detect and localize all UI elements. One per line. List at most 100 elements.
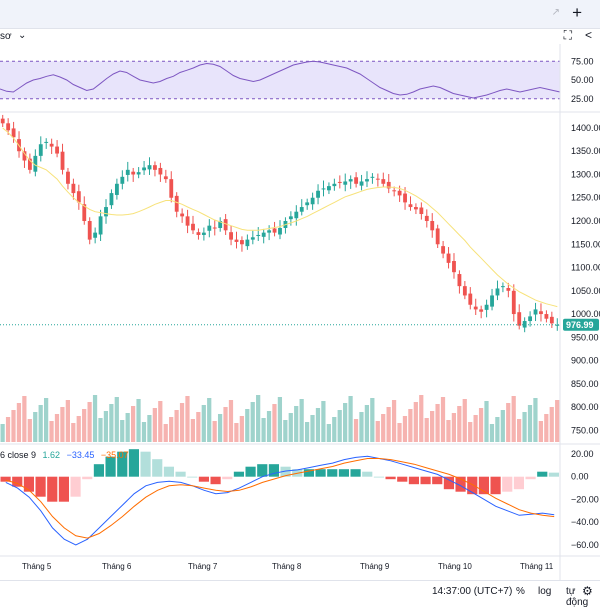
volume-bar (478, 408, 484, 442)
volume-bar (185, 396, 190, 442)
macd-hist-bar (187, 476, 198, 478)
volume-bar (22, 396, 27, 442)
macd-tick-label: −20.00 (571, 494, 599, 504)
candle-body (44, 141, 49, 143)
macd-hist-bar (23, 476, 34, 492)
price-tick-label: 900.00 (571, 356, 599, 366)
time-axis-label: Tháng 6 (102, 562, 132, 571)
chart-canvas[interactable]: 75.00 50.00 25.00 1400.00 1350.00 1300.00 125… (0, 44, 600, 580)
candle-body (403, 193, 407, 203)
candle-body (267, 230, 272, 233)
macd-hist-bar (525, 476, 536, 480)
candle-body (256, 234, 261, 236)
symbol-label[interactable]: sơ (0, 31, 12, 42)
candle-body (354, 177, 359, 184)
candle-body (272, 228, 277, 233)
macd-hist-bar (128, 449, 139, 477)
volume-bar (109, 404, 114, 442)
candle-body (316, 190, 320, 198)
macd-hist-bar (268, 464, 279, 477)
volume-bar (125, 413, 130, 442)
share-icon[interactable]: < (584, 28, 592, 42)
volume-bar (245, 409, 250, 442)
candle-body (452, 261, 456, 273)
volume-bar (506, 403, 511, 442)
macd-hist-bar (490, 476, 501, 495)
volume-bar (234, 423, 239, 442)
volume-bar (397, 423, 402, 442)
time-axis-label: Tháng 5 (22, 562, 52, 571)
candle-body (87, 221, 92, 240)
macd-tick-label: 0.00 (571, 472, 589, 482)
macd-hist-bar (245, 466, 256, 477)
candle-body (370, 176, 375, 178)
volume-bar (272, 404, 277, 442)
volume-bar (163, 424, 168, 442)
percent-toggle[interactable]: % (516, 586, 525, 597)
add-button[interactable]: + (572, 3, 582, 22)
candle-body (348, 179, 353, 182)
candle-body (120, 176, 125, 184)
macd-hist-bar (443, 476, 454, 490)
volume-bar (250, 402, 255, 442)
volume-bar (538, 421, 543, 442)
volume-bar (402, 416, 408, 442)
macd-tick-label: −60.00 (571, 540, 599, 550)
volume-bar (462, 399, 467, 442)
volume-bar (207, 398, 212, 442)
candle-body (38, 144, 43, 156)
candle-body (310, 197, 315, 205)
volume-bar (391, 400, 397, 442)
candle-body (191, 223, 195, 231)
volume-bar (468, 422, 473, 442)
volume-bar (370, 398, 375, 442)
candle-body (462, 286, 467, 296)
candle-body (468, 293, 473, 305)
expand-icon[interactable]: ↗ (551, 7, 560, 18)
macd-hist-bar (327, 469, 338, 477)
volume-bar (179, 403, 185, 442)
volume-bar (435, 404, 440, 442)
macd-hist-bar (338, 469, 349, 477)
volume-bar (33, 412, 38, 442)
candle-body (278, 227, 282, 235)
candle-body (386, 181, 391, 189)
volume-bar (201, 405, 206, 442)
volume-bar (381, 414, 386, 442)
candle-body (424, 215, 429, 222)
volume-bar (256, 395, 261, 442)
last-price-label: 976.99 (566, 320, 594, 330)
volume-bar (500, 410, 505, 442)
candle-body (528, 316, 533, 322)
volume-bar (549, 407, 554, 442)
price-tick-label: 1250.00 (571, 193, 600, 203)
volume-bar (120, 420, 125, 442)
macd-hist-bar (315, 469, 326, 477)
candle-body (392, 190, 397, 192)
volume-bar (343, 403, 348, 442)
macd-hist-bar (303, 469, 314, 477)
macd-hist-bar (105, 456, 116, 477)
volume-bar (223, 407, 228, 442)
volume-bar (451, 413, 456, 442)
candle-body (408, 204, 413, 208)
macd-hist-bar (502, 476, 513, 492)
candle-body (212, 227, 217, 229)
volume-bar (440, 397, 446, 442)
macd-hist-bar (70, 476, 81, 497)
chart-toolbar: sơ ⌄ ⛶ < (0, 28, 600, 47)
macd-histogram (0, 449, 559, 502)
settings-gear-icon[interactable]: ⚙ (582, 584, 593, 598)
macd-tick-label: −40.00 (571, 517, 599, 527)
candle-body (555, 324, 560, 326)
log-toggle[interactable]: log (538, 586, 552, 597)
price-tick-label: 1400.00 (571, 123, 600, 133)
candle-body (397, 190, 402, 196)
price-tick-label: 1350.00 (571, 146, 600, 156)
macd-hist-bar (280, 466, 291, 477)
macd-hist-bar (233, 471, 244, 477)
screenshot-icon[interactable]: ⛶ (563, 28, 572, 42)
volume-bar (544, 414, 549, 442)
chevron-down-icon[interactable]: ⌄ (18, 30, 27, 41)
candle-body (11, 128, 16, 138)
